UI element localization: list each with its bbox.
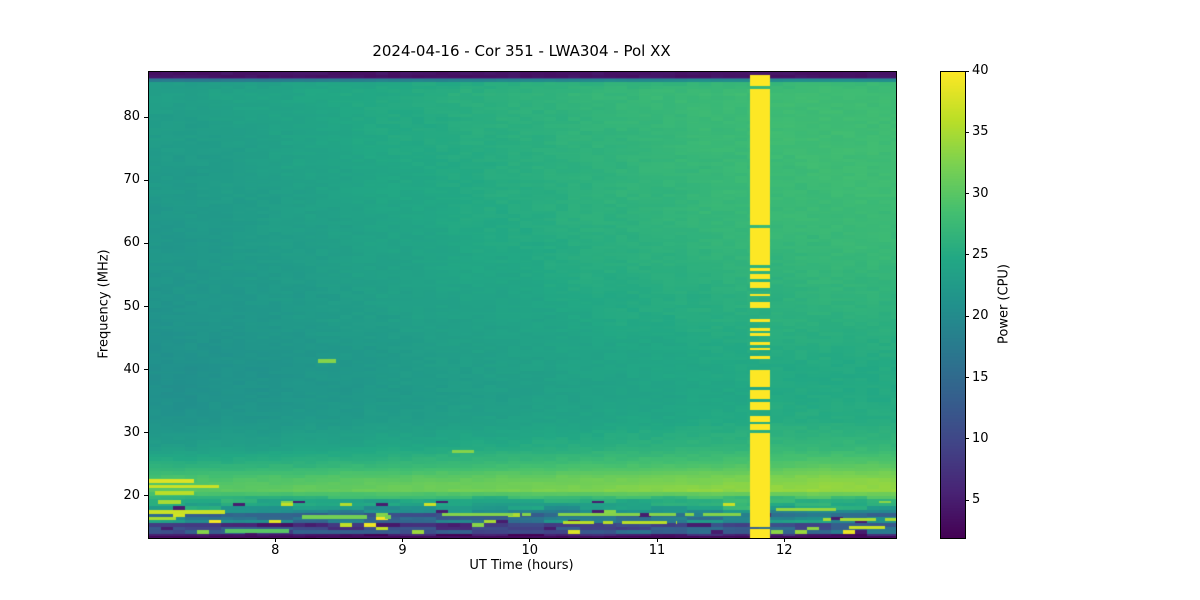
y-tick-mark (144, 432, 148, 434)
chart-title: 2024-04-16 - Cor 351 - LWA304 - Pol XX (372, 42, 671, 60)
colorbar-tick-mark (965, 131, 969, 133)
y-tick-mark (144, 179, 148, 181)
x-tick-mark (656, 538, 658, 542)
y-tick-label: 20 (123, 487, 140, 503)
y-tick-label: 80 (123, 109, 140, 125)
y-tick-mark (144, 495, 148, 497)
y-tick-mark (144, 116, 148, 118)
y-axis-label: Frequency (MHz) (96, 249, 112, 359)
y-tick-label: 40 (123, 361, 140, 377)
colorbar-tick-mark (965, 438, 969, 440)
y-tick-label: 30 (123, 424, 140, 440)
y-tick-mark (144, 242, 148, 244)
colorbar-tick-label: 35 (972, 124, 989, 140)
x-tick-mark (529, 538, 531, 542)
colorbar-tick-mark (965, 70, 969, 72)
y-tick-label: 70 (123, 172, 140, 188)
x-axis-label: UT Time (hours) (469, 558, 574, 573)
x-tick-label: 12 (776, 543, 793, 558)
colorbar-canvas (941, 72, 965, 538)
colorbar-tick-label: 25 (972, 246, 989, 262)
colorbar (940, 71, 966, 539)
x-tick-label: 10 (521, 543, 539, 558)
colorbar-tick-mark (965, 193, 969, 195)
colorbar-tick-label: 10 (972, 430, 989, 446)
y-tick-label: 50 (123, 298, 140, 314)
colorbar-tick-label: 40 (972, 63, 989, 78)
colorbar-tick-mark (965, 377, 969, 379)
colorbar-tick-mark (965, 254, 969, 256)
y-tick-label: 60 (123, 235, 140, 251)
colorbar-tick-label: 30 (972, 185, 989, 201)
y-tick-mark (144, 306, 148, 308)
colorbar-tick-mark (965, 315, 969, 317)
x-tick-label: 9 (398, 543, 407, 558)
x-tick-mark (274, 538, 276, 542)
x-tick-label: 8 (271, 543, 280, 558)
colorbar-tick-label: 5 (972, 492, 981, 508)
heatmap-canvas (149, 72, 896, 538)
x-tick-mark (402, 538, 403, 542)
plot-area (148, 71, 897, 539)
x-tick-label: 11 (648, 543, 666, 558)
colorbar-tick-label: 20 (972, 308, 989, 324)
x-tick-mark (783, 538, 785, 542)
colorbar-tick-mark (965, 499, 969, 501)
colorbar-label: Power (CPU) (996, 263, 1012, 345)
colorbar-tick-label: 15 (972, 369, 989, 385)
y-tick-mark (144, 369, 148, 371)
